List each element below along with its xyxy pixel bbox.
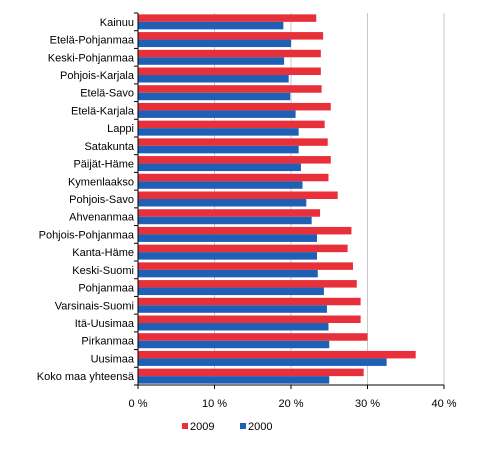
category-label: Keski-Pohjanmaa	[48, 52, 135, 64]
bar-2009	[138, 226, 352, 235]
bar-2009	[138, 49, 321, 58]
bar-2009	[138, 297, 361, 306]
bar-2000	[138, 57, 285, 65]
bar-2009	[138, 350, 416, 359]
bar-2009	[138, 315, 361, 323]
category-label: Pohjois-Karjala	[60, 70, 135, 82]
bar-2000	[138, 75, 289, 83]
bar-2009	[138, 85, 322, 93]
bar-2009	[138, 173, 329, 182]
bar-2000	[138, 323, 329, 331]
category-label: Kainuu	[100, 17, 134, 29]
category-label: Pohjanmaa	[78, 283, 135, 295]
bar-2009	[138, 191, 338, 199]
category-label: Päijät-Häme	[73, 159, 134, 171]
bar-2000	[138, 287, 324, 296]
category-label: Satakunta	[84, 141, 134, 153]
bar-2009	[138, 156, 331, 164]
category-label: Kanta-Häme	[72, 247, 134, 259]
bar-2000	[138, 252, 318, 260]
bar-2000	[138, 305, 327, 313]
bar-2000	[138, 340, 330, 349]
bar-2009	[138, 262, 353, 270]
x-tick-label: 10 %	[202, 398, 227, 410]
bar-2009	[138, 244, 348, 253]
category-label: Kymenlaakso	[68, 176, 134, 188]
bar-2000	[138, 269, 318, 278]
bar-2009	[138, 102, 331, 111]
category-label: Ahvenanmaa	[69, 212, 135, 224]
legend-swatch-2000	[240, 423, 246, 429]
legend-label: 2000	[248, 421, 272, 433]
bars	[138, 14, 416, 384]
category-label: Etelä-Savo	[80, 88, 134, 100]
bar-2000	[138, 358, 387, 366]
legend-label: 2009	[190, 421, 214, 433]
bar-2009	[138, 280, 357, 288]
category-label: Uusimaa	[91, 353, 135, 365]
category-label: Pohjois-Pohjanmaa	[39, 229, 135, 241]
category-label: Pohjois-Savo	[69, 194, 134, 206]
tick-labels: 0 % 10 % 20 % 30 % 40 %	[129, 398, 457, 410]
bar-2009	[138, 333, 368, 341]
legend: 2009 2000	[182, 421, 272, 433]
x-tick-label: 30 %	[355, 398, 380, 410]
category-label: Varsinais-Suomi	[55, 300, 134, 312]
category-label: Keski-Suomi	[72, 265, 134, 277]
category-label: Etelä-Pohjanmaa	[50, 35, 135, 47]
bar-2009	[138, 14, 317, 22]
bar-2000	[138, 128, 299, 136]
category-labels: Kainuu Etelä-Pohjanmaa Keski-Pohjanmaa Pohj…	[37, 17, 135, 383]
category-label: Itä-Uusimaa	[75, 318, 135, 330]
x-tick-label: 20 %	[278, 398, 303, 410]
category-label: Lappi	[107, 123, 134, 135]
category-label: Pirkanmaa	[81, 336, 134, 348]
bar-2009	[138, 32, 324, 40]
bar-2000	[138, 21, 284, 30]
bar-2000	[138, 216, 312, 225]
bar-2000	[138, 110, 296, 118]
bar-2000	[138, 376, 330, 384]
category-label: Koko maa yhteensä	[37, 371, 135, 383]
bar-2009	[138, 368, 364, 377]
bar-2000	[138, 39, 291, 48]
legend-swatch-2009	[182, 423, 188, 429]
bar-2000	[138, 92, 291, 101]
x-tick-label: 40 %	[431, 398, 456, 410]
bar-2000	[138, 145, 299, 154]
x-tick-label: 0 %	[129, 398, 148, 410]
bar-2000	[138, 181, 303, 189]
bar-2009	[138, 120, 325, 129]
bar-2009	[138, 209, 321, 217]
bar-2009	[138, 138, 328, 146]
category-label: Etelä-Karjala	[71, 105, 135, 117]
axes	[134, 12, 445, 389]
bar-2000	[138, 234, 318, 242]
bar-2009	[138, 67, 321, 75]
bar-2000	[138, 163, 301, 172]
bar-2000	[138, 199, 307, 207]
